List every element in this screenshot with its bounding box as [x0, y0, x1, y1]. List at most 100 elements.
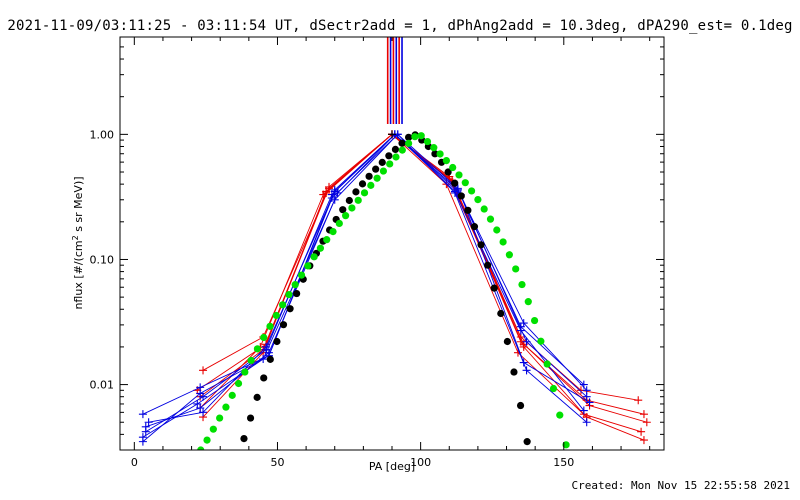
series-13-point-26	[348, 204, 356, 212]
series-10-point-7	[522, 366, 531, 375]
series-4	[193, 130, 643, 405]
series-13-point-46	[474, 195, 482, 204]
series-8-point-7	[522, 337, 531, 346]
series-13-point-53	[518, 280, 526, 289]
series-13-point-12	[260, 333, 268, 342]
series-13-point-29	[367, 181, 375, 189]
series-13-point-49	[493, 226, 501, 234]
series-12-point-3	[246, 414, 255, 422]
series-9-point-1	[141, 422, 150, 431]
x-tick-label: 150	[553, 456, 574, 469]
series-12-point-6	[266, 355, 274, 363]
series-13-point-14	[272, 311, 280, 320]
series-13-point-56	[537, 337, 545, 345]
series-12-point-42	[503, 337, 511, 346]
series-12-point-23	[378, 158, 386, 166]
series-12-point-22	[372, 165, 380, 173]
series-12-point-26	[398, 139, 406, 147]
x-tick-label: 0	[131, 456, 138, 469]
series-13-point-21	[316, 244, 325, 252]
series-13-point-44	[461, 179, 469, 187]
series-13-point-6	[222, 403, 230, 411]
series-10	[144, 130, 591, 427]
series-2-point-8	[637, 427, 646, 436]
series-4-point-8	[634, 396, 643, 405]
series-10-point-8	[582, 418, 591, 427]
series-14-point-1	[388, 130, 396, 139]
series-12-point-43	[510, 368, 518, 376]
series-12-point-21	[365, 172, 373, 180]
series-13-point-18	[297, 271, 306, 279]
series-1	[199, 130, 648, 419]
series-11-point-6	[453, 185, 462, 194]
series-13-point-55	[530, 316, 539, 325]
series-12-point-40	[490, 284, 498, 292]
series-12-point-24	[385, 152, 393, 160]
series-11-point-7	[516, 322, 525, 331]
series-12-point-18	[345, 196, 353, 205]
series-12-point-9	[286, 305, 294, 313]
y-tick-label: 1.00	[90, 128, 115, 141]
series-13-point-32	[386, 160, 394, 168]
series-13-point-38	[423, 137, 432, 146]
series-12-point-20	[358, 180, 367, 188]
series-12	[234, 131, 537, 484]
series-13-point-40	[436, 150, 444, 158]
chart-title: 2021-11-09/03:11:25 - 03:11:54 UT, dSect…	[7, 18, 793, 34]
series-1-point-8	[639, 410, 648, 419]
series-13-point-59	[556, 411, 564, 419]
series-13-point-47	[480, 205, 488, 213]
series-7-point-8	[579, 406, 588, 415]
series-13-point-52	[512, 265, 520, 273]
series-13-point-28	[360, 189, 369, 197]
series-12-point-19	[352, 188, 360, 196]
series-13-point-45	[467, 187, 476, 195]
series-13-point-41	[442, 156, 450, 165]
series-2-line	[199, 133, 642, 433]
series-12-point-2	[240, 435, 248, 443]
series-13-point-39	[430, 144, 438, 152]
series-12-point-34	[451, 179, 459, 187]
series-1-line	[202, 133, 645, 415]
series-12-point-8	[279, 321, 288, 329]
series-12-point-7	[273, 337, 281, 346]
series-12-point-36	[464, 206, 472, 214]
x-axis-label: PA [deg]	[369, 460, 415, 473]
series-14	[388, 130, 396, 139]
series-12-point-37	[470, 223, 479, 231]
series-13-point-48	[486, 215, 495, 223]
series-13-point-11	[253, 345, 262, 353]
series-13	[197, 132, 570, 450]
series-13-point-34	[398, 146, 406, 154]
series-8-line	[142, 133, 587, 438]
series-13-point-42	[449, 163, 457, 172]
series-13-point-54	[524, 298, 532, 306]
series-12-point-17	[339, 206, 347, 214]
series-13-point-33	[392, 153, 400, 161]
series-13-point-19	[304, 262, 312, 270]
series-12-point-1	[234, 456, 241, 463]
series-13-point-24	[335, 219, 343, 228]
series-13-point-27	[354, 196, 362, 204]
series-13-point-9	[241, 368, 249, 376]
series-12-point-44	[516, 401, 525, 410]
series-4-point-3	[325, 182, 334, 191]
series-12-point-4	[253, 393, 261, 401]
series-13-point-36	[411, 133, 419, 141]
series-10-point-1	[144, 418, 153, 427]
x-tick-label: 50	[270, 456, 284, 469]
series-12-point-25	[391, 145, 400, 154]
series-13-point-25	[342, 212, 350, 220]
series-5-line	[199, 133, 647, 423]
series-13-point-31	[379, 167, 388, 175]
series-13-point-22	[323, 236, 331, 244]
series-13-point-35	[405, 139, 413, 147]
axes-layer: 0 50 100 150 0.01 0.10 1.00	[90, 36, 664, 469]
series-12-point-46	[530, 477, 537, 484]
series-12-point-35	[457, 192, 465, 200]
series-1-point-1	[199, 366, 208, 375]
series-13-point-5	[216, 414, 224, 422]
series-12-point-33	[444, 168, 452, 176]
series-13-point-51	[505, 251, 513, 259]
series-10-point-3	[262, 342, 271, 351]
